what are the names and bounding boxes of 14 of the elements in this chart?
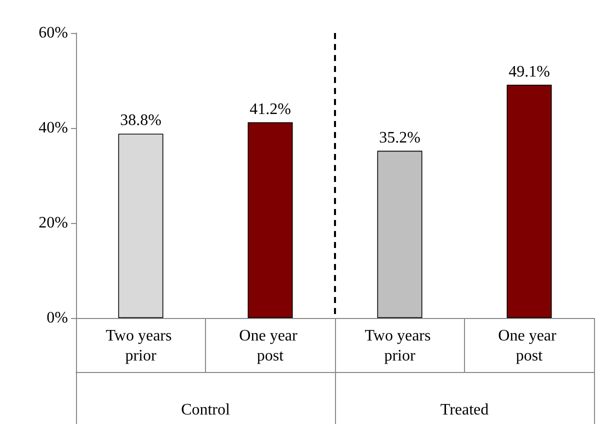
x-tick-label: One year post: [239, 328, 302, 364]
text: Treated: [440, 402, 489, 418]
data-label: 38.8%: [120, 112, 162, 130]
y-tick-label: 20%: [38, 214, 68, 232]
y-tick-label: 0%: [46, 310, 68, 326]
text: Control: [181, 402, 230, 418]
x-tick-label: Two years prior: [364, 328, 435, 364]
y-tick-label: 60%: [38, 24, 68, 42]
data-label: 49.1%: [508, 63, 550, 80]
y-tick-label: 40%: [38, 120, 68, 136]
data-label: 35.2%: [379, 129, 420, 146]
data-label: 41.2%: [250, 100, 291, 118]
x-tick-label: One year post: [498, 328, 560, 364]
x-tick-label: Two years prior: [106, 328, 176, 364]
